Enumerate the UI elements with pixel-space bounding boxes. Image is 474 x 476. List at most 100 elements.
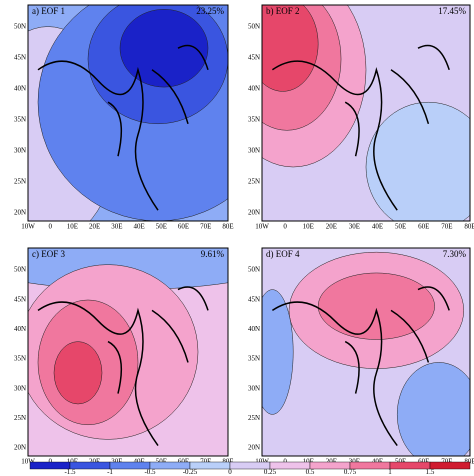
lat-label: 50N [14,23,26,31]
contour-region [119,9,209,88]
lat-label: 30N [248,147,260,155]
lon-label: 60E [418,458,429,466]
colorbar-label: 0 [228,468,232,476]
lat-label: 20N [14,209,26,217]
panel-variance: 9.61% [201,249,225,259]
lon-label: 10E [67,458,78,466]
colorbar-label: 0.5 [306,468,315,476]
lon-label: 40E [133,223,144,231]
lon-label: 70E [200,458,211,466]
lat-label: 35N [14,355,26,363]
lon-label: 10E [67,223,78,231]
map-panel: b) EOF 2 17.45% 50N 45N 40N 35N 30N 25N 20N 10W 0 1… [248,4,474,231]
contour-region [317,272,435,340]
lat-label: 25N [248,178,260,186]
coastline [271,44,450,211]
lat-label: 35N [14,116,26,124]
lon-label: 60E [178,458,189,466]
lon-label: 50E [156,223,167,231]
coastline [37,286,209,447]
lat-label: 40N [14,85,26,93]
colorbar-label: -1 [107,468,113,476]
lon-label: 10E [303,458,314,466]
lat-label: 50N [14,266,26,274]
colorbar-label: 0.25 [264,468,277,476]
panel-frame [27,247,229,457]
lat-label: 30N [248,384,260,392]
lat-label: 40N [14,325,26,333]
map-field [262,5,470,221]
panel-variance: 7.30% [443,249,467,259]
lon-label: 80E [464,223,474,231]
colorbar-label: -0.25 [183,468,198,476]
lat-label: 50N [248,266,260,274]
lon-label: 10W [21,223,35,231]
lat-label: 45N [14,54,26,62]
coastline [271,286,450,447]
lat-label: 40N [248,85,260,93]
lon-label: 40E [372,223,383,231]
colorbar: -1.5 -1 -0.5 -0.25 0 0.25 0.5 0.75 1 1.5 [29,461,471,476]
lon-label: 20E [326,223,337,231]
contour-region [396,362,470,456]
lon-label: 60E [178,223,189,231]
lat-label: 25N [14,178,26,186]
lon-label: 40E [133,458,144,466]
lat-label: 30N [14,384,26,392]
lon-label: 50E [395,458,406,466]
lon-label: 40E [372,458,383,466]
map-panel: c) EOF 3 9.61% 50N 45N 40N 35N 30N 25N 20N 10W 0 10… [14,247,234,466]
lon-label: 0 [283,458,287,466]
map-field [262,248,470,456]
lon-label: 70E [200,223,211,231]
lat-label: 30N [14,147,26,155]
colorbar-label: 0.75 [344,468,357,476]
colorbar-label: -0.5 [144,468,156,476]
panel-label: b) EOF 2 [266,6,300,16]
lat-label: 25N [248,414,260,422]
contour-region [365,101,470,221]
colorbar-box [69,461,111,470]
lon-label: 30E [349,458,360,466]
map-panel: d) EOF 4 7.30% 50N 45N 40N 35N 30N 25N 20N 10W 0 10… [248,247,474,466]
lon-label: 60E [418,223,429,231]
panel-frame [261,247,471,457]
contour-region [262,289,294,415]
panel-variance: 17.45% [438,6,466,16]
panel-label: d) EOF 4 [266,249,300,259]
lon-label: 0 [48,223,52,231]
panel-variance: 23.25% [196,6,224,16]
map-field [28,248,228,456]
lon-label: 70E [441,223,452,231]
panel-label: c) EOF 3 [32,249,65,259]
contour-region [262,5,319,92]
colorbar-box [429,461,471,470]
lat-label: 50N [248,23,260,31]
colorbar-label: 1 [388,468,392,476]
lat-label: 20N [248,209,260,217]
panel-frame [27,4,229,222]
colorbar-label: -1.5 [64,468,76,476]
lon-label: 10W [255,458,269,466]
panel-frame [261,4,471,222]
contour-region [53,341,103,405]
colorbar-label: 1.5 [426,468,435,476]
lon-label: 20E [89,223,100,231]
lon-label: 80E [222,223,233,231]
lat-label: 20N [14,444,26,452]
lon-label: 10W [21,458,35,466]
lat-label: 45N [248,54,260,62]
lon-label: 50E [156,458,167,466]
lon-label: 20E [89,458,100,466]
lon-label: 30E [349,223,360,231]
lon-label: 20E [326,458,337,466]
lon-label: 0 [48,458,52,466]
map-panel: a) EOF 1 23.25% 50N 45N 40N 35N 30N 25N 20N 10W 0 1… [14,4,234,231]
lon-label: 10W [255,223,269,231]
lon-label: 80E [222,458,233,466]
coastline [37,44,209,211]
colorbar-box [389,461,431,470]
lat-label: 20N [248,444,260,452]
lat-label: 45N [248,295,260,303]
